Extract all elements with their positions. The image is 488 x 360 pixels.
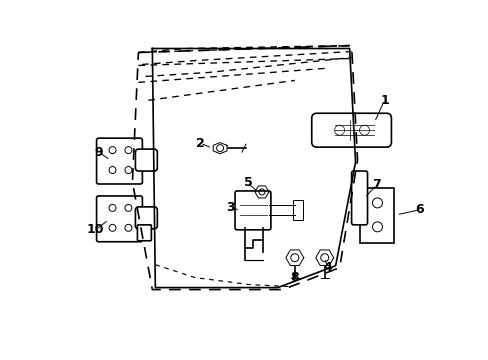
FancyBboxPatch shape — [135, 207, 157, 229]
Bar — [292, 200, 302, 220]
FancyBboxPatch shape — [137, 225, 151, 241]
Text: 6: 6 — [414, 203, 423, 216]
FancyBboxPatch shape — [96, 196, 142, 242]
Text: 7: 7 — [371, 179, 380, 192]
Bar — [359, 188, 394, 243]
Text: 3: 3 — [225, 201, 234, 215]
FancyBboxPatch shape — [351, 171, 367, 225]
Text: 5: 5 — [243, 176, 252, 189]
Text: 4: 4 — [323, 261, 331, 274]
Text: 1: 1 — [379, 94, 388, 107]
FancyBboxPatch shape — [135, 149, 157, 171]
Text: 9: 9 — [94, 145, 102, 159]
FancyBboxPatch shape — [311, 113, 390, 147]
Text: 8: 8 — [290, 271, 299, 284]
Text: 2: 2 — [195, 137, 204, 150]
FancyBboxPatch shape — [96, 138, 142, 184]
Text: 10: 10 — [87, 223, 104, 236]
FancyBboxPatch shape — [235, 191, 270, 230]
